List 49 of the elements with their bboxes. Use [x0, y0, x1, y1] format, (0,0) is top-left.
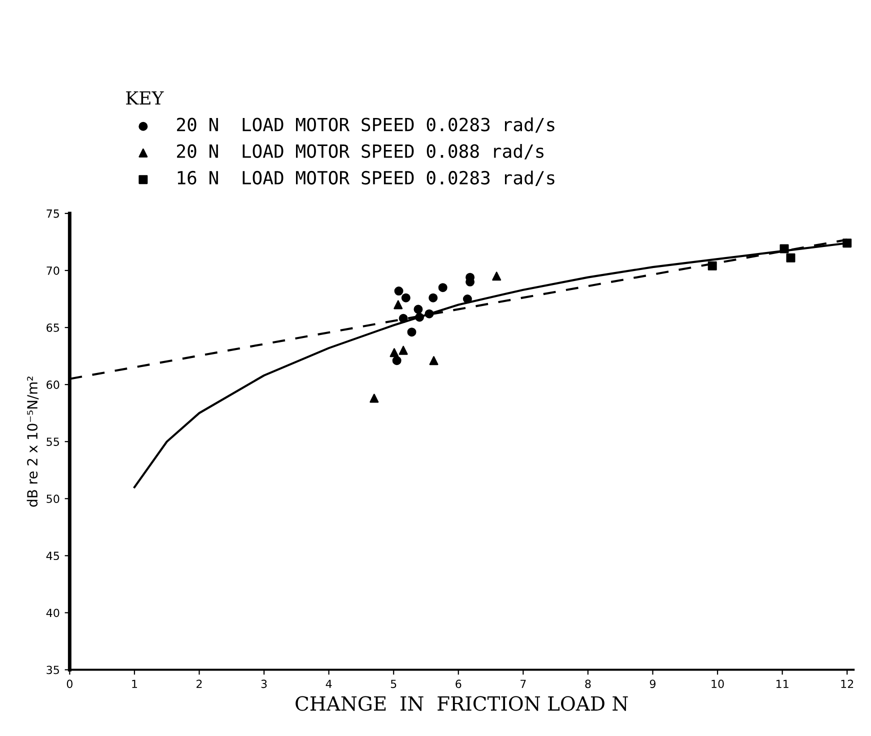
point: [390, 348, 399, 358]
point: [394, 300, 403, 310]
y-tick-label: 75: [46, 210, 59, 218]
x-tick-label: 0: [66, 680, 72, 688]
y-tick-label: 45: [46, 552, 59, 560]
x-tick-label: 8: [585, 680, 591, 688]
legend-title: KEY: [126, 91, 164, 105]
legend-label: 20 N LOAD MOTOR SPEED 0.0283 rad/s: [177, 117, 554, 133]
x-tick-label: 4: [326, 680, 332, 688]
y-tick-label: 35: [46, 666, 59, 674]
point: [392, 356, 402, 366]
y-tick-label: 65: [46, 323, 59, 332]
x-tick-label: 10: [712, 680, 724, 688]
point: [401, 293, 410, 302]
legend-label: 20 N LOAD MOTOR SPEED 0.088 rad/s: [177, 144, 544, 160]
point: [462, 294, 472, 304]
point: [429, 356, 438, 366]
x-tick-label: 7: [520, 680, 526, 688]
point: [786, 253, 796, 262]
x-tick-label: 6: [456, 680, 462, 688]
point: [424, 309, 434, 318]
y-tick-label: 40: [46, 608, 60, 618]
point: [842, 238, 852, 248]
point: [394, 286, 404, 296]
point: [398, 346, 408, 355]
y-tick-label: 55: [46, 438, 59, 446]
point: [414, 304, 423, 314]
x-axis-title: CHANGE IN FRICTION LOAD N: [296, 696, 628, 711]
point: [428, 293, 438, 302]
y-tick-label: 60: [46, 380, 60, 389]
point: [708, 261, 717, 270]
point: [780, 244, 789, 254]
x-tick-label: 12: [841, 680, 854, 688]
x-tick-label: 3: [261, 680, 267, 688]
y-axis-title: dB re 2 x 10⁻⁵N/m²: [26, 376, 39, 507]
point: [438, 283, 448, 292]
point: [415, 312, 424, 322]
x-tick-label: 9: [650, 680, 656, 688]
y-tick-label: 50: [46, 494, 60, 504]
point: [398, 314, 408, 323]
legend-label: 16 N LOAD MOTOR SPEED 0.0283 rad/s: [178, 170, 554, 186]
x-tick-label: 5: [390, 680, 396, 688]
y-tick-label: 70: [46, 266, 60, 275]
point: [407, 328, 416, 337]
point: [492, 272, 502, 281]
x-tick-label: 11: [776, 680, 788, 688]
x-tick-label: 1: [132, 680, 137, 688]
point: [370, 394, 379, 403]
x-tick-label: 2: [196, 680, 202, 688]
